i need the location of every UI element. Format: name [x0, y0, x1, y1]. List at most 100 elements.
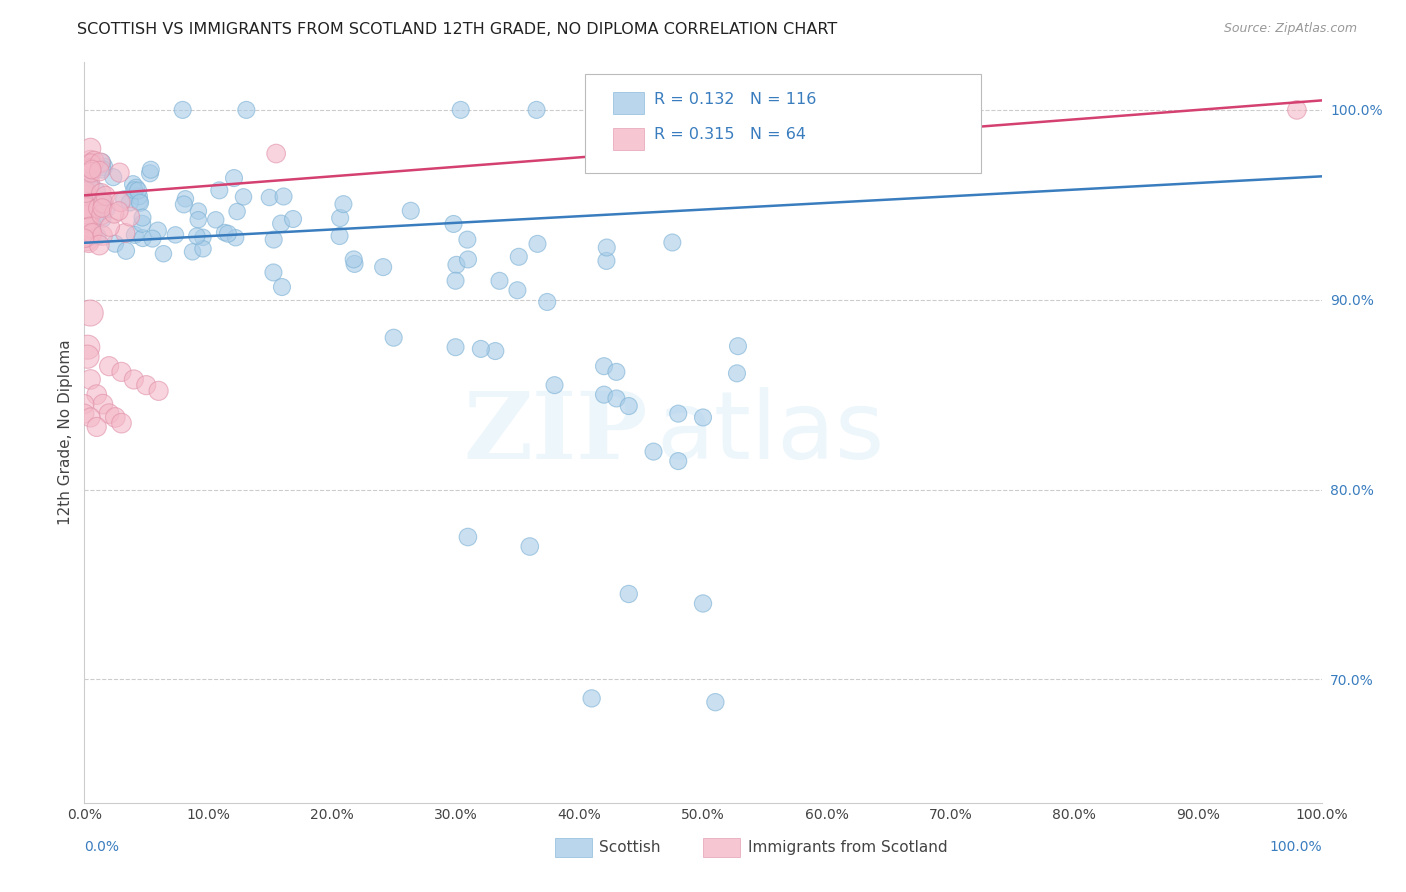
- Point: [73, 397, 96, 411]
- Point: [131, 217, 153, 231]
- Point: [165, 227, 187, 242]
- Point: [643, 444, 665, 458]
- Point: [90, 155, 112, 169]
- Point: [75, 202, 97, 217]
- Point: [122, 372, 145, 386]
- Point: [79, 372, 101, 386]
- Point: [704, 695, 727, 709]
- Point: [103, 206, 125, 220]
- Point: [329, 211, 352, 225]
- FancyBboxPatch shape: [613, 128, 644, 150]
- Point: [89, 195, 111, 210]
- Point: [104, 236, 127, 251]
- Point: [204, 212, 226, 227]
- Point: [118, 210, 141, 224]
- Point: [235, 103, 257, 117]
- Point: [87, 201, 110, 215]
- Point: [77, 235, 100, 250]
- Point: [90, 186, 112, 201]
- Point: [222, 171, 245, 186]
- Point: [73, 407, 96, 421]
- Point: [725, 367, 748, 381]
- Point: [135, 378, 157, 392]
- Point: [86, 387, 108, 401]
- Point: [76, 340, 98, 354]
- Point: [75, 185, 97, 199]
- Point: [104, 410, 127, 425]
- Point: [661, 235, 683, 250]
- Point: [343, 252, 366, 267]
- Text: 100.0%: 100.0%: [1270, 840, 1322, 855]
- Point: [488, 274, 510, 288]
- Point: [187, 204, 209, 219]
- Point: [332, 197, 354, 211]
- Point: [593, 359, 616, 374]
- Point: [76, 173, 98, 187]
- Point: [508, 250, 530, 264]
- Text: SCOTTISH VS IMMIGRANTS FROM SCOTLAND 12TH GRADE, NO DIPLOMA CORRELATION CHART: SCOTTISH VS IMMIGRANTS FROM SCOTLAND 12T…: [77, 22, 838, 37]
- Point: [83, 211, 105, 226]
- Point: [343, 257, 366, 271]
- Point: [226, 204, 249, 219]
- Point: [264, 146, 287, 161]
- Point: [139, 166, 162, 180]
- Point: [174, 192, 197, 206]
- Point: [82, 227, 104, 241]
- Point: [526, 236, 548, 251]
- Point: [79, 202, 101, 216]
- Point: [617, 399, 640, 413]
- Point: [110, 195, 132, 210]
- Point: [127, 184, 149, 198]
- Point: [79, 142, 101, 156]
- Text: R = 0.132   N = 116: R = 0.132 N = 116: [654, 92, 815, 107]
- Point: [76, 202, 98, 216]
- Point: [76, 215, 98, 229]
- Point: [91, 397, 114, 411]
- Point: [110, 416, 132, 430]
- Point: [91, 162, 114, 177]
- FancyBboxPatch shape: [585, 73, 981, 173]
- Point: [191, 242, 214, 256]
- Point: [98, 407, 121, 421]
- Point: [80, 162, 103, 177]
- Point: [86, 184, 108, 198]
- Point: [470, 342, 492, 356]
- Point: [214, 226, 236, 240]
- Point: [122, 177, 145, 191]
- Point: [1285, 103, 1308, 117]
- Point: [76, 201, 98, 215]
- Point: [727, 339, 749, 353]
- Point: [77, 198, 100, 212]
- Point: [457, 252, 479, 267]
- Point: [112, 192, 135, 206]
- Point: [79, 207, 101, 221]
- Point: [262, 265, 284, 279]
- Point: [86, 229, 108, 244]
- Point: [79, 306, 101, 320]
- Point: [86, 420, 108, 434]
- Point: [208, 183, 231, 197]
- Point: [94, 189, 117, 203]
- Point: [93, 194, 115, 209]
- Point: [80, 165, 103, 179]
- Point: [83, 154, 105, 169]
- Point: [89, 238, 111, 252]
- Point: [118, 195, 141, 210]
- Point: [93, 160, 115, 174]
- Point: [666, 407, 689, 421]
- Point: [519, 540, 541, 554]
- Point: [83, 201, 105, 215]
- Point: [80, 161, 103, 176]
- Point: [617, 587, 640, 601]
- Point: [128, 194, 150, 209]
- Point: [132, 231, 155, 245]
- Point: [82, 217, 104, 231]
- Point: [758, 142, 780, 156]
- Text: ZIP: ZIP: [463, 388, 647, 477]
- Point: [725, 103, 748, 117]
- Point: [146, 223, 169, 237]
- Point: [596, 240, 619, 254]
- Point: [79, 226, 101, 240]
- Point: [76, 233, 98, 247]
- Point: [90, 208, 112, 222]
